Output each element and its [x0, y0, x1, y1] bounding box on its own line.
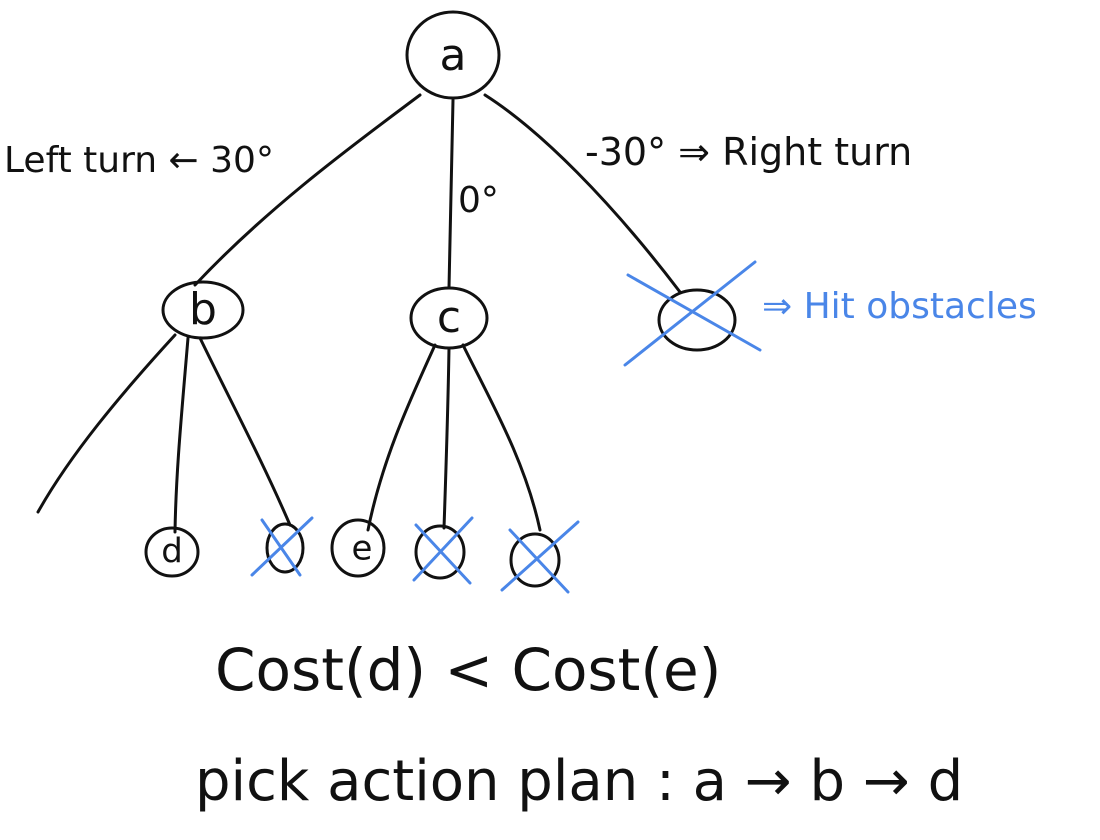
pruned-leaf-b-right [250, 516, 314, 577]
edge-b-branch [36, 333, 177, 514]
node-a-label: a [440, 30, 467, 81]
edge-b-pruned [198, 336, 292, 527]
node-b-label: b [189, 284, 217, 335]
edge-a-pruned [483, 93, 682, 294]
pruned-node-right-turn [623, 260, 762, 367]
edge-c-pruned-mid [442, 346, 451, 530]
action-plan: pick action plan : a → b → d [195, 749, 963, 814]
node-d-label: d [161, 532, 183, 572]
node-c: c [409, 286, 489, 350]
left-turn-label: Left turn ← 30° [4, 140, 274, 181]
node-e: e [330, 518, 386, 578]
node-e-label: e [352, 529, 373, 569]
edge-a-c [447, 98, 455, 290]
pruned-leaf-c-right [500, 520, 580, 594]
straight-label: 0° [458, 180, 499, 221]
hit-obstacles-annotation: ⇒ Hit obstacles [762, 286, 1037, 327]
edge-c-pruned-right [461, 343, 542, 532]
node-a: a [405, 10, 501, 100]
right-turn-label: -30° ⇒ Right turn [585, 130, 912, 174]
node-c-label: c [437, 292, 461, 343]
node-d: d [144, 526, 200, 578]
edge-a-b [193, 93, 422, 287]
edge-c-e [366, 343, 437, 532]
cost-comparison: Cost(d) < Cost(e) [215, 636, 721, 704]
pruned-leaf-c-mid [412, 516, 474, 585]
node-b: b [161, 280, 245, 340]
edge-b-d [173, 336, 190, 534]
